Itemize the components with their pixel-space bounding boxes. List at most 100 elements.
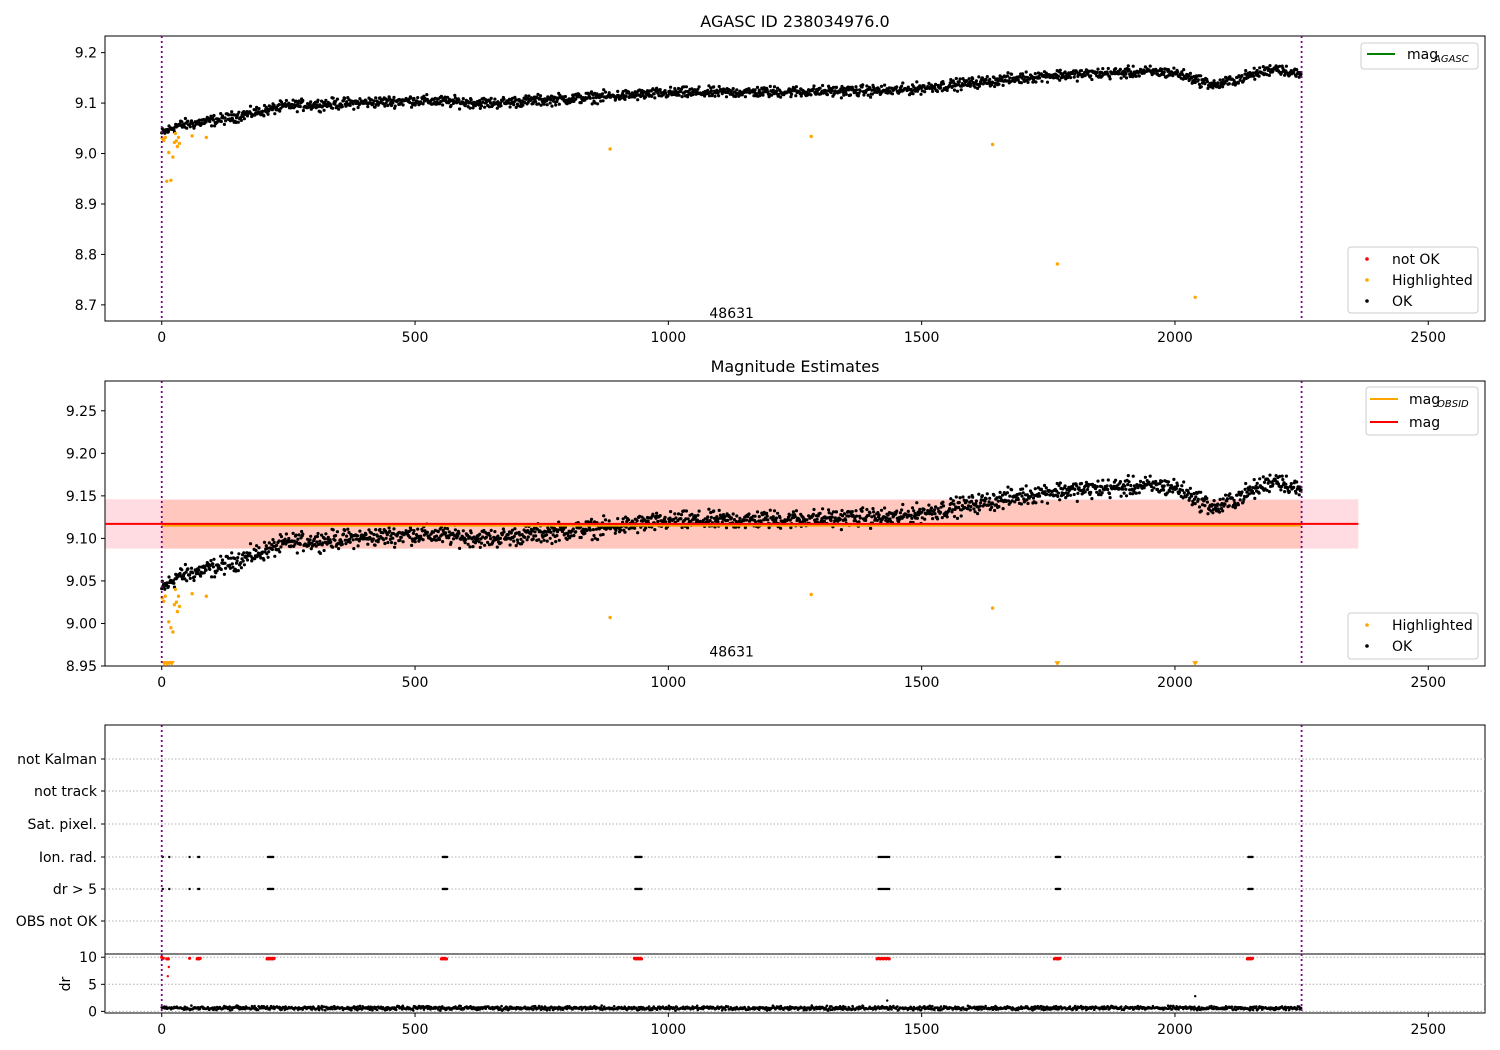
ok-point [215,569,219,573]
ok-point [1286,486,1290,490]
ok-point [447,536,451,540]
ok-point [325,542,329,546]
ok-point [322,548,326,553]
ok-point [636,531,640,535]
ok-point [539,540,543,544]
ok-point [901,81,905,85]
ok-point [1210,503,1214,507]
ok-point [1045,492,1049,496]
ok-point [652,92,656,96]
agasc-chart-title: AGASC ID 238034976.0 [700,12,889,31]
ok-point [242,563,246,567]
ok-point [1299,72,1303,76]
ok-point [1203,504,1207,508]
ok-point [988,496,992,500]
ok-point [478,99,482,103]
dr-point [695,1006,698,1010]
ok-point [255,544,259,548]
ok-point [464,102,468,106]
ok-point [279,545,283,549]
ok-point [574,530,578,534]
ok-point [1062,75,1066,79]
ok-point [526,100,530,104]
ok-point [345,100,349,104]
ok-point [1212,79,1216,83]
ok-point [499,104,503,108]
ok-point [1154,479,1158,484]
ok-point [453,96,457,100]
ok-point [307,542,312,546]
ok-point [331,545,335,549]
ok-point [1279,488,1283,492]
ok-point [1172,66,1176,70]
ok-point [840,508,844,513]
ok-point [234,120,238,125]
ok-point [713,94,717,98]
flag-event-point [168,855,171,859]
ok-point [367,528,371,532]
highlighted-point [608,615,612,620]
ok-point [320,533,324,537]
ok-point [1127,67,1131,72]
highlighted-point [174,600,179,604]
ok-point [729,516,734,520]
ok-point [1133,486,1137,490]
ok-point [935,517,940,521]
ok-point [1143,475,1147,479]
ok-point [228,563,232,567]
ok-point [477,540,481,544]
ok-point [230,110,234,114]
flag-event-point [161,887,164,891]
ok-point [1066,491,1070,495]
ok-point [443,526,447,530]
ok-point [438,537,442,542]
highlighted-point [162,138,166,143]
highlighted-point [169,178,173,182]
ok-point [954,495,958,499]
ok-point [771,515,775,519]
ok-point [1193,502,1197,506]
ok-point [960,504,965,508]
ok-point [875,518,879,523]
dr-point [358,1004,362,1008]
ok-point [876,510,880,515]
ok-point [883,506,887,510]
ok-point [840,84,844,89]
highlighted-point [177,604,182,609]
ok-point [735,514,739,518]
ok-point [910,89,914,93]
highlighted-point [174,139,179,143]
legend-marker-swatch [1365,644,1369,648]
ok-point [1267,490,1271,494]
ok-point [743,526,748,530]
ok-point [512,534,516,538]
ok-point [1024,484,1028,488]
ok-point [834,510,839,514]
ok-point [343,96,347,100]
dr-point [647,1005,651,1008]
dr-point [350,1008,353,1012]
ok-point [1005,74,1010,78]
ok-point [237,552,241,556]
legend-marker-label: not OK [1392,252,1440,268]
ok-point [922,507,926,511]
ok-point [853,519,858,523]
ok-point [211,562,215,566]
ok-point [761,93,765,97]
ok-point [482,528,486,533]
ok-point [344,542,348,546]
dr-point [545,1009,549,1012]
ok-point [959,88,963,92]
ok-point [726,518,730,523]
ok-point [696,513,700,517]
ok-point [548,536,552,540]
ok-point [934,505,938,509]
ok-point [1174,486,1178,491]
ok-point [441,103,445,107]
ok-point [705,517,709,522]
ok-point [602,514,606,518]
ok-point [850,510,854,514]
ok-point [315,540,319,544]
ok-point [358,529,362,533]
flag-event-point [640,855,643,859]
